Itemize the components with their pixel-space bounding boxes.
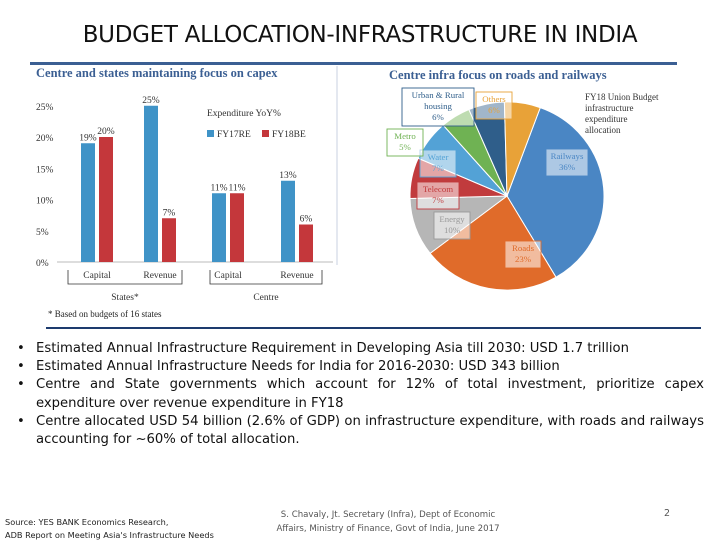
- credit-line: S. Chavaly, Jt. Secretary (Infra), Dept …: [258, 508, 518, 522]
- bar-fy17re: [212, 193, 226, 262]
- pie-callout-label: housing: [424, 101, 452, 111]
- bullet-list: • Estimated Annual Infrastructure Require…: [14, 340, 704, 449]
- legend-swatch: [207, 130, 214, 137]
- bar-fy18be: [299, 225, 313, 263]
- bar-data-label: 6%: [300, 215, 313, 225]
- legend-swatch: [262, 130, 269, 137]
- legend-title: Expenditure YoY%: [207, 109, 281, 119]
- pie-annotation-line: FY18 Union Budget: [585, 92, 659, 102]
- bar-data-label: 25%: [142, 96, 160, 106]
- bar-fy18be: [99, 137, 113, 262]
- bar-data-label: 20%: [97, 127, 115, 137]
- x-group-label: States*: [111, 293, 139, 303]
- pie-callout-label: Urban & Rural: [412, 90, 465, 100]
- pie-callout-label: 6%: [432, 112, 444, 122]
- bullet-dot-icon: •: [17, 413, 25, 431]
- pie-callout-label: Energy: [439, 214, 465, 224]
- bullet-item: • Centre allocated USD 54 billion (2.6% o…: [14, 413, 704, 449]
- pie-callout-label: Roads: [512, 243, 535, 253]
- pie-callout-label: 7%: [432, 195, 444, 205]
- author-credit: S. Chavaly, Jt. Secretary (Infra), Dept …: [258, 508, 518, 536]
- pie-annotation-line: allocation: [585, 125, 621, 135]
- y-tick-label: 20%: [36, 134, 54, 144]
- x-group-label: Centre: [253, 293, 278, 303]
- bullet-dot-icon: •: [17, 358, 25, 376]
- source-line: ADB Report on Meeting Asia's Infrastruct…: [5, 529, 255, 541]
- bar-fy17re: [81, 143, 95, 262]
- x-category-label: Capital: [214, 271, 242, 281]
- bullet-text: Estimated Annual Infrastructure Needs fo…: [36, 359, 560, 374]
- y-tick-label: 5%: [36, 228, 49, 238]
- pie-callout-label: 6%: [488, 105, 500, 115]
- bar-data-label: 11%: [228, 183, 245, 193]
- bar-data-label: 19%: [79, 133, 97, 143]
- y-tick-label: 25%: [36, 103, 54, 113]
- bullet-text: Centre and State governments which accou…: [36, 377, 704, 410]
- pie-callout-label: 10%: [444, 225, 461, 235]
- credit-line: Affairs, Ministry of Finance, Govt of In…: [258, 522, 518, 536]
- bar-fy18be: [162, 218, 176, 262]
- x-category-label: Revenue: [280, 271, 313, 281]
- pie-callout-label: Telecom: [423, 184, 453, 194]
- y-tick-label: 15%: [36, 165, 54, 175]
- source-line: Source: YES BANK Economics Research,: [5, 516, 255, 529]
- bullet-dot-icon: •: [17, 340, 25, 358]
- pie-callout-label: Water: [428, 152, 449, 162]
- bullet-item: • Estimated Annual Infrastructure Require…: [14, 340, 704, 358]
- legend-label: FY18BE: [272, 130, 306, 140]
- pie-annotation-line: expenditure: [585, 114, 627, 124]
- bullet-text: Estimated Annual Infrastructure Requirem…: [36, 341, 629, 356]
- charts-svg: 25% 20% 15% 10% 5% 0% 19% 25% 11% 13% 20% 7% 11% 6% Ca…: [0, 0, 720, 340]
- pie-callout-label: 7%: [432, 163, 444, 173]
- bar-data-label: 7%: [163, 208, 176, 218]
- bullet-text: Centre allocated USD 54 billion (2.6% of…: [36, 414, 704, 447]
- pie-annotation-line: infrastructure: [585, 103, 633, 113]
- bullet-item: • Centre and State governments which acco…: [14, 376, 704, 412]
- pie-callout-label: Railways: [551, 151, 584, 161]
- pie-callout-label: 36%: [559, 162, 576, 172]
- bar-data-label: 13%: [279, 171, 297, 181]
- x-category-label: Capital: [83, 271, 111, 281]
- source-note: Source: YES BANK Economics Research, ADB…: [5, 516, 255, 541]
- pie-callout-label: 23%: [515, 254, 532, 264]
- bar-fy17re: [144, 106, 158, 262]
- pie-callout-label: Others: [482, 94, 506, 104]
- bar-fy18be: [230, 193, 244, 262]
- x-category-label: Revenue: [143, 271, 176, 281]
- page-number: 2: [664, 508, 670, 519]
- bar-fy17re: [281, 181, 295, 262]
- pie-callout-label: 5%: [399, 142, 411, 152]
- bullet-item: • Estimated Annual Infrastructure Needs f…: [14, 358, 704, 376]
- y-tick-label: 0%: [36, 259, 49, 269]
- bar-data-label: 11%: [210, 183, 227, 193]
- pie-callout-label: Metro: [394, 131, 416, 141]
- y-tick-label: 10%: [36, 197, 54, 207]
- bullet-dot-icon: •: [17, 376, 25, 394]
- legend-label: FY17RE: [217, 130, 251, 140]
